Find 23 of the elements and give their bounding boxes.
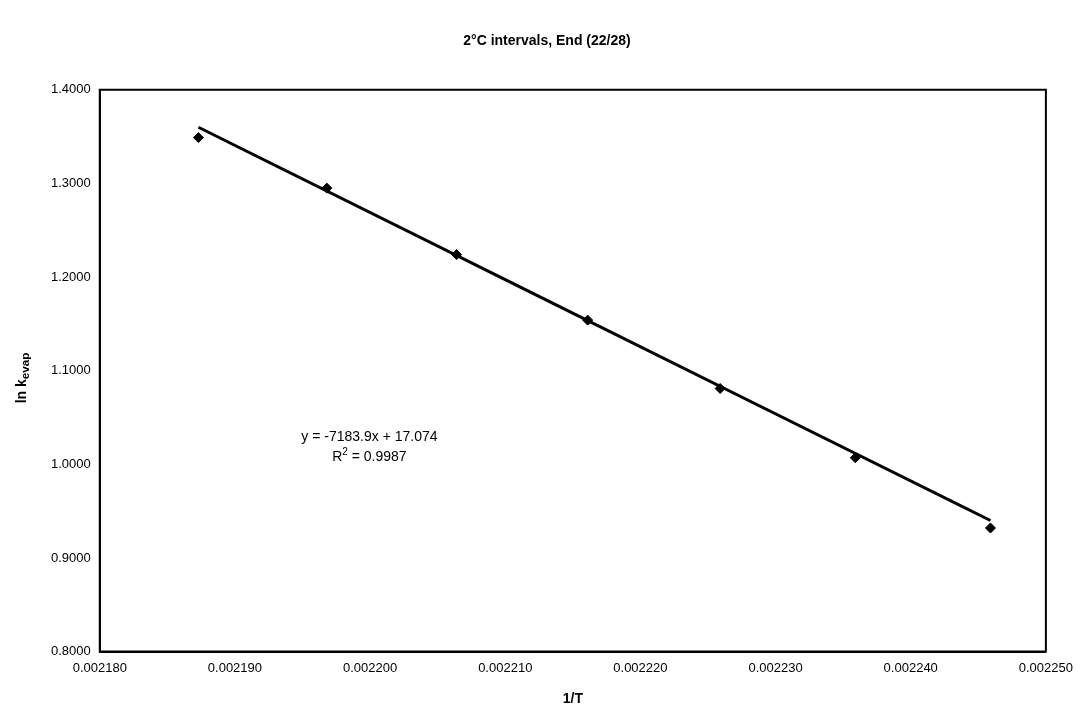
y-tick-label: 0.9000 bbox=[51, 549, 91, 565]
y-tick-label: 1.3000 bbox=[51, 175, 91, 191]
point bbox=[984, 522, 996, 534]
y-tick-label: 1.4000 bbox=[51, 81, 91, 97]
x-tick-label: 0.002240 bbox=[883, 659, 938, 675]
x-tick-label: 0.002230 bbox=[748, 659, 803, 675]
point bbox=[582, 314, 594, 326]
x-tick-label: 0.002210 bbox=[478, 659, 533, 675]
point bbox=[451, 249, 463, 261]
point bbox=[321, 182, 333, 194]
x-tick-label: 0.002190 bbox=[207, 659, 263, 675]
x-tick-label: 0.002180 bbox=[72, 659, 127, 675]
chart-title: 2°C intervals, End (22/28) bbox=[463, 32, 631, 49]
y-tick-label: 1.1000 bbox=[51, 362, 91, 378]
x-tick-label: 0.002220 bbox=[613, 659, 668, 675]
y-tick-label: 0.8000 bbox=[51, 643, 91, 659]
point bbox=[192, 132, 204, 144]
x-axis-title: 1/T bbox=[562, 690, 584, 707]
annotation: y = -7183.9x + 17.074 bbox=[301, 427, 438, 444]
x-tick-label: 0.002200 bbox=[342, 659, 398, 675]
y-tick-label: 1.2000 bbox=[51, 268, 91, 284]
x-tick-label: 0.002250 bbox=[1018, 659, 1074, 675]
y-tick-label: 1.0000 bbox=[51, 455, 91, 471]
